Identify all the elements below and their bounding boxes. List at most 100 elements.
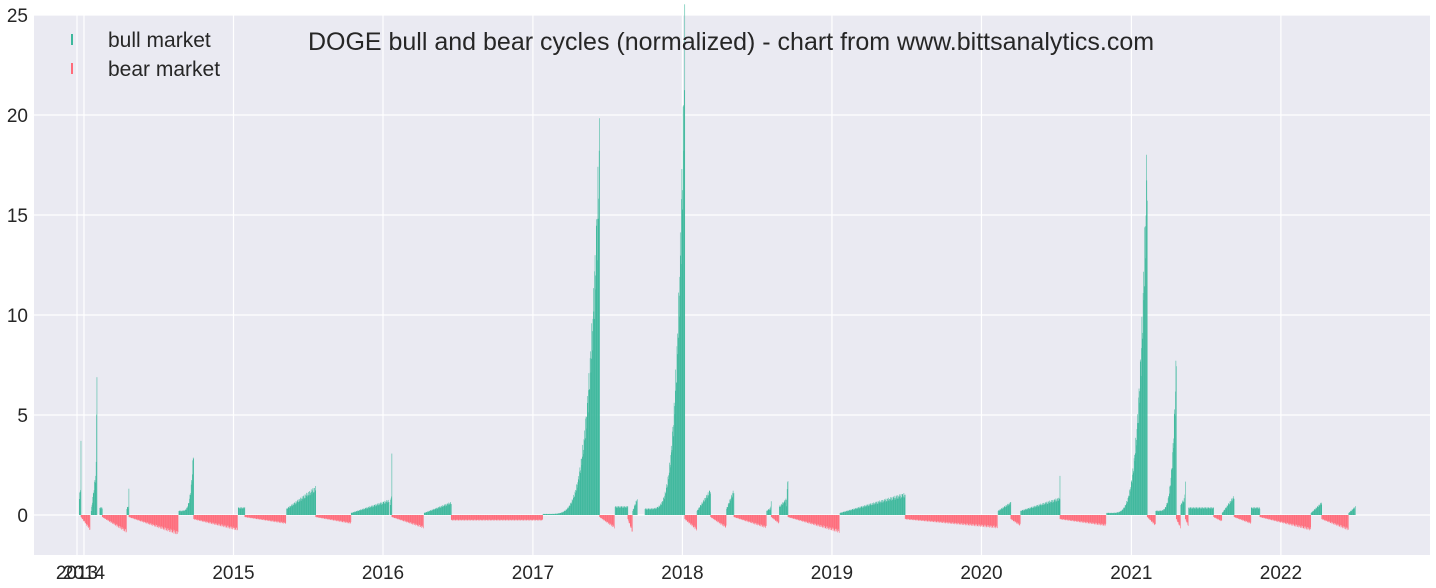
bull-bar [1028,508,1030,515]
bull-bar [355,511,357,515]
bull-bar [1228,504,1230,515]
bull-bar [1200,507,1202,515]
bear-bar [172,515,174,533]
bear-bar [491,515,493,521]
bull-bar [369,506,371,515]
bull-bar [854,508,855,515]
bear-bar [1265,515,1266,519]
bull-bar [857,508,859,515]
bear-bar [1276,515,1278,521]
bull-bar [878,501,879,515]
bear-bar [210,515,212,524]
bear-segment [1233,515,1252,524]
bear-bar [1218,515,1219,519]
bear-bar [234,515,235,529]
bear-bar [1294,515,1295,526]
bull-bar [899,496,901,515]
bear-bar [111,515,113,523]
bull-bar [895,499,896,515]
bear-bar [775,515,776,521]
bull-bar [241,507,242,515]
bull-bar [870,504,872,515]
bear-bar [165,515,167,531]
bear-bar [169,515,170,533]
bull-bar [592,350,593,515]
bull-bar [1312,510,1314,515]
bull-bar [843,511,844,515]
bear-bar [772,515,774,519]
bull-bar [700,506,702,515]
bull-bar [444,505,445,515]
bear-bar [828,515,829,530]
bull-bar [1199,508,1201,515]
bear-bar [1065,515,1066,520]
bear-bar [828,515,830,528]
bear-bar [959,515,961,523]
bear-bar [202,515,204,521]
bull-bar [1047,501,1049,515]
bull-bar [842,512,844,515]
bear-bar [827,515,828,529]
bull-bar [580,473,581,515]
bull-bar [1190,507,1191,515]
bull-bar [1201,508,1203,515]
bear-bar [1218,515,1220,520]
bull-bar [441,505,442,515]
bear-bar [1083,515,1085,523]
bull-bar [304,494,306,515]
bear-bar [469,515,471,520]
bear-bar [911,515,912,520]
bull-bar [561,512,562,515]
bear-bar [1074,515,1075,521]
bear-bar [469,515,470,520]
bull-bar [864,505,865,515]
bull-bar [370,507,371,515]
bull-bar [448,503,450,515]
bear-bar [455,515,457,521]
bull-bar [892,499,894,515]
bear-bar [112,515,113,524]
bull-bar [300,498,302,515]
bear-bar [119,515,120,526]
bear-bar [285,515,286,524]
bull-bar [1136,429,1138,515]
bull-bar [846,511,848,515]
bull-bar [1036,506,1037,515]
bull-bar [840,512,842,515]
bear-bar [269,515,270,520]
bear-bar [473,515,475,520]
bear-bar [147,515,148,523]
bear-bar [627,515,629,520]
bull-bar [901,494,903,515]
bear-bar [272,515,273,521]
bear-bar [906,515,908,519]
bull-bar [780,504,782,515]
bear-bar [396,515,397,519]
bear-bar [511,515,513,520]
bear-bar [824,515,825,527]
bull-bar [1048,501,1049,515]
bear-bar [1330,515,1332,522]
bull-bar [1004,507,1006,515]
bear-bar [834,515,835,532]
bull-bar [729,499,731,515]
bear-bar [215,515,216,523]
bear-bar [972,515,973,524]
bull-bar [596,225,597,515]
bear-bar [988,515,989,526]
bull-bar [620,506,622,515]
bull-bar [573,494,575,515]
bull-segment [1310,502,1322,515]
bull-bar [1193,507,1194,515]
bear-bar [116,515,117,525]
bear-bar [481,515,483,520]
bull-bar [91,504,93,515]
bear-bar [1014,515,1016,523]
bear-bar [259,515,260,520]
bull-bar [652,509,653,515]
bear-bar [1284,515,1285,522]
bull-bar [1233,498,1235,515]
bear-bar [713,515,715,520]
bull-bar [875,504,877,515]
bull-bar [368,506,369,515]
